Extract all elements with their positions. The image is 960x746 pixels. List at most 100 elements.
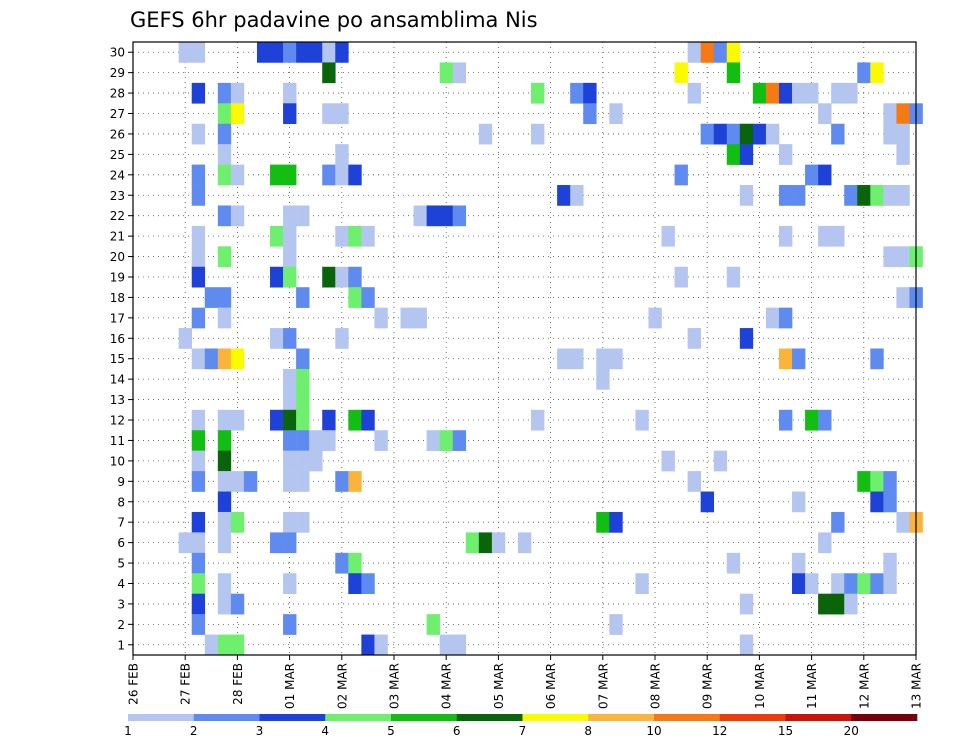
data-cell [217,287,232,308]
data-cell [857,62,871,84]
data-cell [191,185,206,206]
data-cell [818,593,832,615]
data-cell [778,348,793,370]
data-cell [361,634,375,656]
data-cell [217,593,232,615]
data-cell [191,511,206,533]
data-cell [230,164,245,186]
data-cell [217,123,232,145]
data-cell [765,82,780,104]
data-cell [557,348,571,370]
data-cell [831,82,845,104]
data-cell [296,450,310,472]
data-cell [726,552,741,574]
x-tick-label: 04 MAR [440,663,454,709]
y-tick-label: 22 [110,209,125,223]
data-cell [256,42,271,63]
data-cell [296,471,310,492]
data-cell [296,42,310,63]
data-cell [596,368,610,390]
data-cell [322,164,336,186]
data-cell [452,205,467,227]
data-cell [883,246,897,268]
colorbar-segment [654,714,721,721]
data-cell [217,471,232,492]
y-tick-label: 9 [117,475,125,489]
data-cell [583,82,597,104]
data-cell [805,164,819,186]
data-cell [270,409,284,431]
data-cell [870,471,884,492]
data-cell [322,62,336,84]
data-cell [857,471,871,492]
data-cell [818,532,832,554]
data-cell [844,185,858,206]
data-cell [296,511,310,533]
data-cell [230,103,245,125]
data-cell [674,164,688,186]
data-cell [270,328,284,349]
x-tick-label: 12 MAR [857,663,871,709]
data-cell [792,82,806,104]
data-cell [335,552,349,574]
data-cell [739,123,754,145]
colorbar: 1 2 3 4 5 6 7 8 10 12 15 20 [124,714,918,738]
data-cell [870,185,884,206]
data-cell [270,164,284,186]
data-cell [896,246,910,268]
data-cell [883,552,897,574]
data-cell [844,593,858,615]
y-tick-label: 5 [117,557,125,571]
data-cell [426,430,440,451]
data-cell [870,491,884,513]
data-cell [674,62,688,84]
y-tick-label: 19 [110,270,125,284]
data-cell [348,471,362,492]
data-cell [283,511,297,533]
data-cell [713,42,728,63]
data-cell [204,348,219,370]
data-cell [713,450,728,472]
data-cell [439,430,454,451]
data-cell [583,103,597,125]
data-cell [283,450,297,472]
data-cell [348,287,362,308]
data-cell [439,205,454,227]
data-cell [191,532,206,554]
x-tick-label: 10 MAR [753,663,767,709]
data-cell [335,471,349,492]
colorbar-label: 20 [844,724,859,738]
x-tick-label: 27 FEB [179,663,193,705]
data-cell [283,205,297,227]
data-cell [778,185,793,206]
chart-title: GEFS 6hr padavine po ansamblima Nis [130,8,538,32]
data-cell [531,409,545,431]
data-cell [896,123,910,145]
x-tick-label: 01 MAR [283,663,297,709]
data-cell [844,82,858,104]
data-cell [726,42,741,63]
x-tick-label: 26 FEB [127,663,141,705]
data-cell [452,634,467,656]
data-cell [831,511,845,533]
data-cell [335,266,349,288]
data-cell [844,573,858,594]
y-tick-label: 15 [110,352,125,366]
data-cell [609,614,623,635]
x-tick-label: 28 FEB [231,663,245,705]
x-tick-label: 06 MAR [544,663,558,709]
data-cell [413,307,427,329]
data-cell [322,409,336,431]
data-cell [283,328,297,349]
data-cell [726,144,741,165]
data-cell [296,205,310,227]
x-tick-label: 07 MAR [596,663,610,709]
y-tick-label: 7 [117,516,125,530]
data-cell [413,205,427,227]
data-cell [570,185,584,206]
data-cell [204,634,219,656]
data-cell [896,103,910,125]
data-cell [283,532,297,554]
colorbar-label: 4 [321,724,329,738]
